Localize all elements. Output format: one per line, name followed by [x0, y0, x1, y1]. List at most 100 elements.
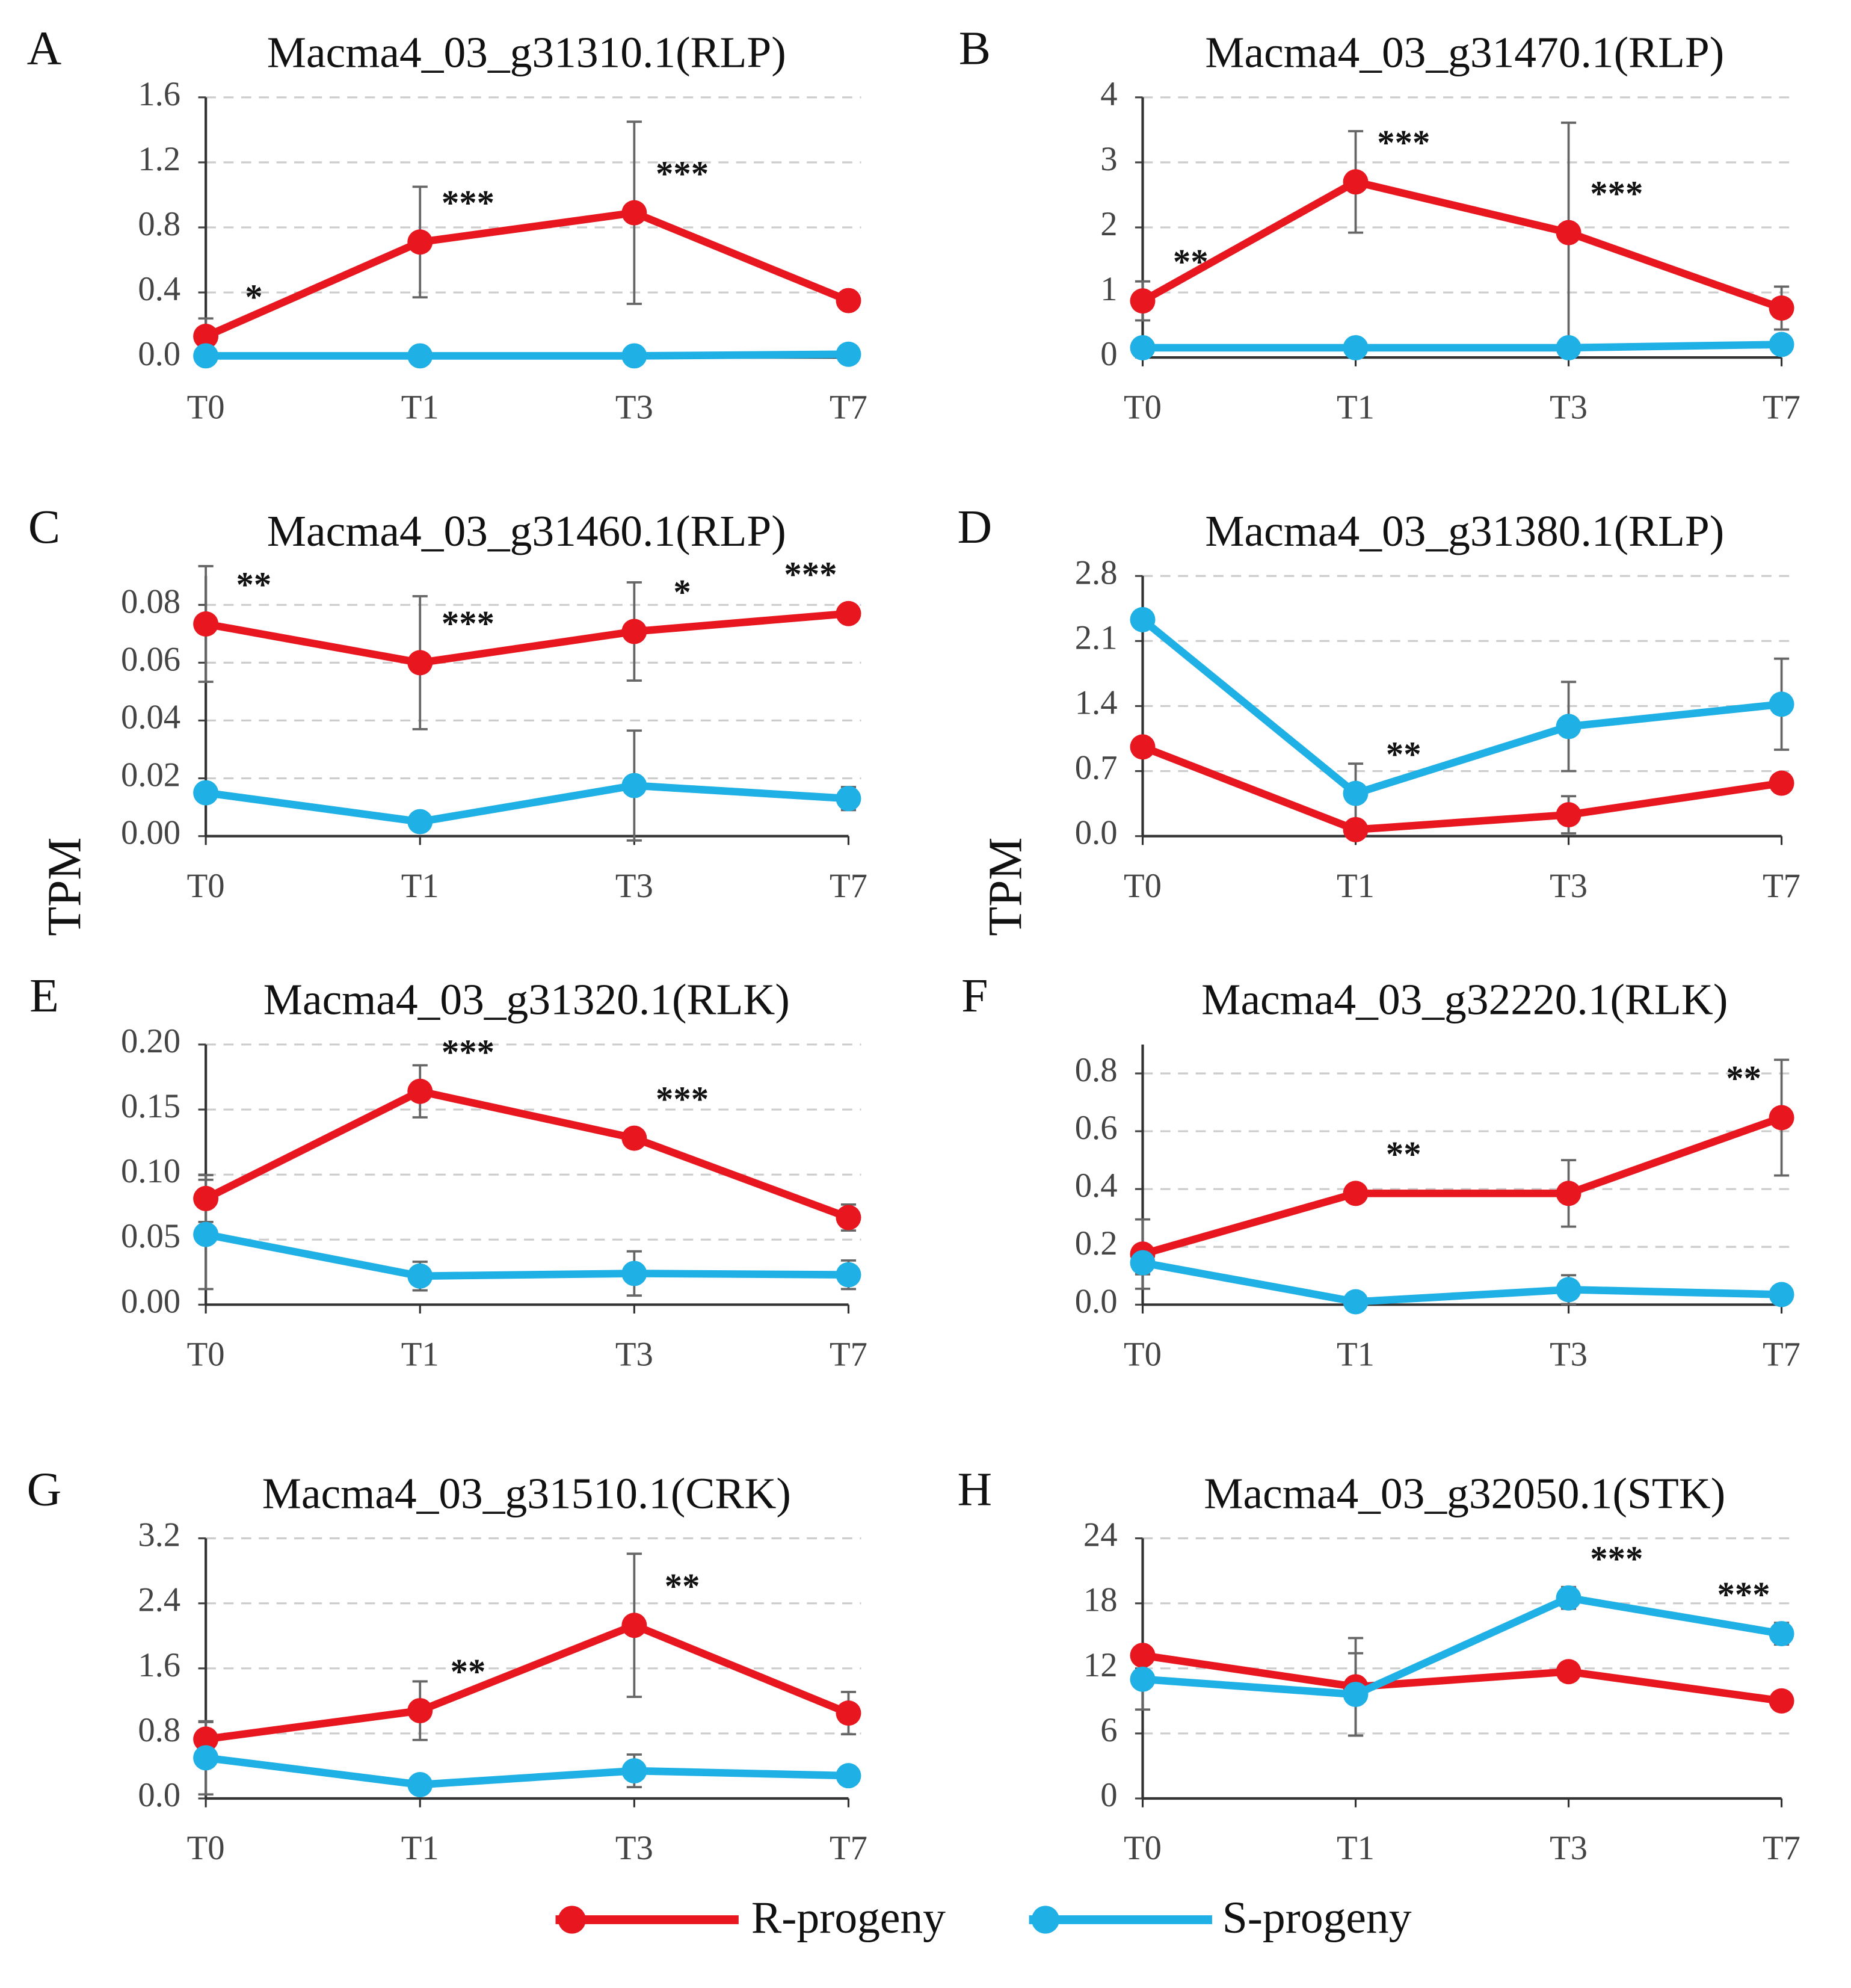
y-tick-label: 0.00 — [121, 1283, 180, 1320]
data-point — [836, 341, 861, 367]
data-point — [407, 1078, 433, 1104]
data-point — [1343, 816, 1369, 842]
panel: F Macma4_03_g32220.1(RLK) 0.0 0.2 0.4 0.6 0.8 T… — [961, 969, 1800, 1374]
data-point — [621, 343, 647, 369]
significance-label: *** — [1590, 174, 1643, 213]
data-point — [836, 1205, 861, 1230]
significance-label: *** — [442, 1033, 494, 1072]
data-point — [836, 1262, 861, 1288]
x-tick-label: T1 — [401, 868, 439, 905]
data-point — [1130, 288, 1156, 314]
data-point — [1343, 1289, 1369, 1315]
data-point — [193, 1745, 219, 1771]
significance-label: ** — [451, 1652, 486, 1691]
chart-title: Macma4_03_g31510.1(CRK) — [262, 1469, 791, 1517]
data-point — [407, 809, 433, 835]
series-line — [1142, 1651, 1782, 1705]
y-tick-label: 0 — [1100, 336, 1117, 373]
series-line — [205, 610, 849, 667]
y-tick-label: 0.4 — [138, 271, 180, 308]
data-point — [1556, 220, 1582, 245]
data-point — [1769, 295, 1794, 321]
panel: G Macma4_03_g31510.1(CRK) 0.0 0.8 1.6 2.4 3.2 T… — [27, 1463, 867, 1867]
data-point — [836, 288, 861, 313]
x-tick-label: T3 — [615, 868, 653, 905]
data-point — [407, 1698, 433, 1724]
panel-letter: E — [29, 969, 59, 1022]
y-tick-label: 0.08 — [121, 583, 180, 620]
series-line — [205, 1230, 849, 1280]
y-tick-label: 3 — [1100, 141, 1117, 178]
significance-label: ** — [236, 566, 272, 605]
data-point — [193, 611, 219, 637]
y-tick-label: 0.2 — [1075, 1225, 1118, 1262]
x-tick-label: T1 — [1337, 868, 1375, 905]
y-tick-label: 4 — [1100, 76, 1117, 113]
data-point — [1556, 335, 1582, 360]
x-tick-label: T1 — [401, 1830, 439, 1867]
significance-label: ** — [1173, 242, 1209, 282]
series-line — [206, 350, 849, 360]
y-tick-label: 0.00 — [121, 815, 180, 852]
data-point — [621, 619, 647, 644]
significance-label: * — [245, 278, 262, 317]
data-point — [407, 343, 433, 369]
data-point — [193, 1185, 219, 1211]
y-tick-label: 0.8 — [138, 206, 180, 243]
data-point — [621, 1758, 647, 1784]
chart-title: Macma4_03_g31380.1(RLP) — [1205, 507, 1724, 555]
x-tick-label: T7 — [830, 868, 867, 905]
significance-label: ** — [665, 1567, 700, 1606]
x-tick-label: T3 — [615, 1336, 653, 1373]
series-line — [205, 1754, 849, 1789]
chart-title: Macma4_03_g32220.1(RLK) — [1201, 975, 1728, 1024]
x-tick-label: T0 — [187, 1830, 225, 1867]
y-tick-label: 2.1 — [1075, 619, 1118, 656]
chart-title: Macma4_03_g31470.1(RLP) — [1205, 28, 1724, 76]
y-tick-label: 0.6 — [1075, 1110, 1118, 1147]
x-tick-label: T1 — [401, 389, 439, 426]
y-tick-label: 0.02 — [121, 757, 180, 794]
x-tick-label: T0 — [1124, 1830, 1162, 1867]
data-point — [621, 200, 647, 226]
series-line — [204, 209, 850, 340]
y-tick-label: 1 — [1100, 271, 1117, 308]
x-tick-label: T3 — [615, 1830, 653, 1867]
data-point — [1343, 335, 1369, 360]
y-tick-label: 0.4 — [1075, 1167, 1118, 1205]
y-tick-label: 3.2 — [138, 1517, 180, 1554]
y-tick-label: 0.04 — [121, 699, 180, 736]
series-line — [204, 1087, 850, 1221]
series-line — [1141, 178, 1783, 312]
data-point — [407, 229, 433, 255]
data-point — [1769, 1282, 1794, 1307]
data-point — [1556, 802, 1582, 828]
y-tick-label: 12 — [1083, 1647, 1118, 1684]
x-tick-label: T1 — [1337, 1830, 1375, 1867]
data-point — [1769, 691, 1794, 717]
series-line — [1142, 1259, 1782, 1306]
y-tick-label: 0.0 — [1075, 1283, 1118, 1320]
significance-label: *** — [442, 184, 494, 223]
data-point — [1343, 169, 1369, 195]
x-tick-label: T7 — [1763, 1830, 1800, 1867]
y-tick-label: 18 — [1083, 1582, 1118, 1619]
data-point — [407, 1772, 433, 1798]
y-tick-label: 1.2 — [138, 141, 180, 178]
data-point — [407, 1263, 433, 1289]
x-tick-label: T0 — [1124, 389, 1162, 426]
panel: H Macma4_03_g32050.1(STK) 0 6 12 18 24 T0 T1 T3 T7… — [958, 1463, 1800, 1867]
y-axis-label: TPM — [38, 838, 91, 936]
x-tick-label: T1 — [1337, 389, 1375, 426]
x-tick-label: T3 — [1550, 389, 1588, 426]
data-point — [1556, 714, 1582, 739]
data-point — [193, 780, 219, 806]
panel: E Macma4_03_g31320.1(RLK) 0.00 0.05 0.10 0.15… — [29, 969, 867, 1374]
data-point — [836, 1763, 861, 1789]
data-point — [193, 324, 219, 350]
y-tick-label: 24 — [1083, 1517, 1118, 1554]
x-tick-label: T3 — [1550, 1336, 1588, 1373]
y-tick-label: 0.0 — [1075, 815, 1118, 852]
